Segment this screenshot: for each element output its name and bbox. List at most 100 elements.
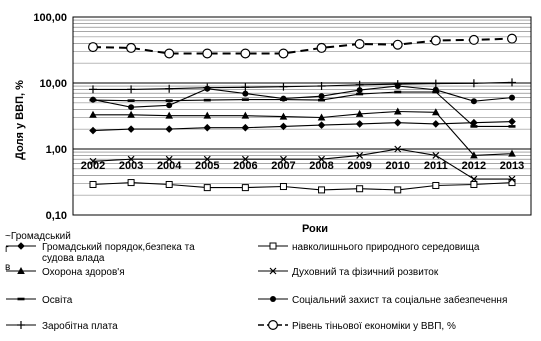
legend-marker: [17, 321, 25, 329]
data-point-s2: [432, 181, 440, 189]
legend-marker: [268, 320, 279, 331]
stray-label-3: в: [5, 262, 10, 273]
y-tick-label: 1,00: [46, 144, 67, 156]
data-point-s2: [165, 180, 173, 188]
data-point-s8: [316, 42, 327, 53]
x-tick-label: 2012: [462, 160, 486, 172]
series-group: [87, 33, 518, 194]
data-point-s2: [127, 179, 135, 187]
x-tick-label: 2006: [233, 160, 257, 172]
y-axis-title: Доля у ВВП, %: [14, 80, 26, 160]
legend-label: Соціальний захист та соціальне забезпече…: [292, 294, 507, 306]
data-point-s3: [432, 108, 440, 116]
x-tick-label: 2010: [385, 160, 409, 172]
plot-frame: [72, 16, 532, 216]
data-point-s8: [164, 48, 175, 59]
legend-label: Громадський порядок,безпека та: [42, 241, 195, 253]
x-tick-label: 2003: [119, 160, 143, 172]
data-point-s3: [317, 113, 326, 121]
data-point-s8: [354, 38, 365, 49]
data-point-s5: [165, 99, 173, 102]
series-s3: [89, 107, 516, 159]
x-axis-ticks: 2002 2003 2004 2005 2006 2007 2008 2009 2010 2011…: [81, 160, 524, 172]
data-point-s8: [240, 48, 251, 59]
data-point-s7: [279, 82, 288, 91]
data-point-s8: [430, 35, 441, 46]
data-point-s1: [317, 121, 326, 129]
x-tick-label: 2009: [347, 160, 371, 172]
data-point-s2: [89, 180, 97, 188]
data-point-s4: [89, 157, 97, 165]
data-point-s7: [165, 84, 174, 93]
data-point-s1: [279, 122, 288, 131]
data-point-s5: [127, 99, 135, 102]
data-point-s5: [241, 98, 249, 101]
series-line-s5: [92, 91, 512, 127]
legend-item-s2: навколишнього природного середовища: [258, 242, 480, 253]
data-point-s1: [127, 125, 135, 133]
data-point-s2: [356, 185, 364, 193]
series-s2: [89, 179, 516, 194]
data-point-s6: [166, 102, 173, 109]
data-point-s1: [508, 117, 516, 126]
data-point-s2: [470, 180, 478, 188]
data-point-s7: [508, 78, 516, 87]
stray-label-2: г: [5, 244, 9, 255]
data-point-s8: [468, 34, 479, 45]
data-point-s5: [203, 98, 211, 102]
x-tick-label: 2002: [81, 160, 105, 172]
legend-marker: [269, 267, 277, 275]
x-tick-label: 2008: [309, 160, 333, 172]
data-point-s3: [355, 109, 364, 117]
x-tick-label: 2007: [271, 160, 295, 172]
data-point-s4: [165, 155, 173, 163]
data-point-s7: [431, 79, 440, 88]
legend-label: Освіта: [42, 295, 73, 306]
data-point-s2: [279, 183, 287, 191]
legend-item-s5: Освіта: [6, 295, 73, 306]
series-line-s2: [92, 182, 513, 191]
legend-item-s3: Охорона здоров'я: [6, 267, 125, 278]
data-point-s7: [393, 80, 402, 89]
data-point-s7: [317, 82, 326, 91]
data-point-s1: [89, 126, 97, 135]
legend-label: навколишнього природного середовища: [292, 242, 480, 253]
data-point-s6: [318, 93, 325, 100]
data-point-s2: [203, 184, 211, 192]
data-point-s8: [87, 42, 98, 53]
data-point-s7: [89, 85, 97, 94]
legend-label: Рівень тіньової економіки у ВВП, %: [292, 321, 456, 332]
data-point-s5: [508, 125, 516, 128]
data-point-s2: [241, 184, 249, 192]
series-line-s1: [92, 121, 513, 132]
series-s1: [89, 117, 516, 135]
data-point-s7: [203, 83, 212, 92]
legend-label: судова влада: [42, 253, 105, 264]
data-point-s6: [90, 96, 96, 103]
data-point-s3: [203, 111, 212, 119]
data-point-s1: [355, 120, 364, 128]
data-point-s6: [470, 98, 477, 105]
data-point-s3: [89, 110, 97, 118]
legend-marker: [17, 242, 25, 250]
legend-label: Охорона здоров'я: [42, 267, 125, 278]
series-line-s3: [93, 110, 513, 156]
data-point-s1: [241, 123, 250, 132]
data-point-s1: [393, 118, 402, 127]
series-line-s7: [93, 81, 513, 90]
stray-label-1: ~Громадський: [5, 231, 71, 242]
data-point-s6: [509, 94, 515, 101]
data-point-s6: [128, 104, 135, 111]
series-s8: [87, 33, 518, 59]
legend-label: Духовний та фізичний розвиток: [292, 266, 439, 278]
series-line-s6: [92, 85, 513, 108]
y-tick-label: 10,00: [39, 78, 67, 90]
data-point-s7: [469, 79, 478, 88]
x-tick-label: 2013: [500, 160, 524, 172]
data-point-s6: [356, 87, 363, 94]
x-axis-title: Роки: [302, 223, 328, 235]
data-point-s3: [393, 107, 402, 115]
